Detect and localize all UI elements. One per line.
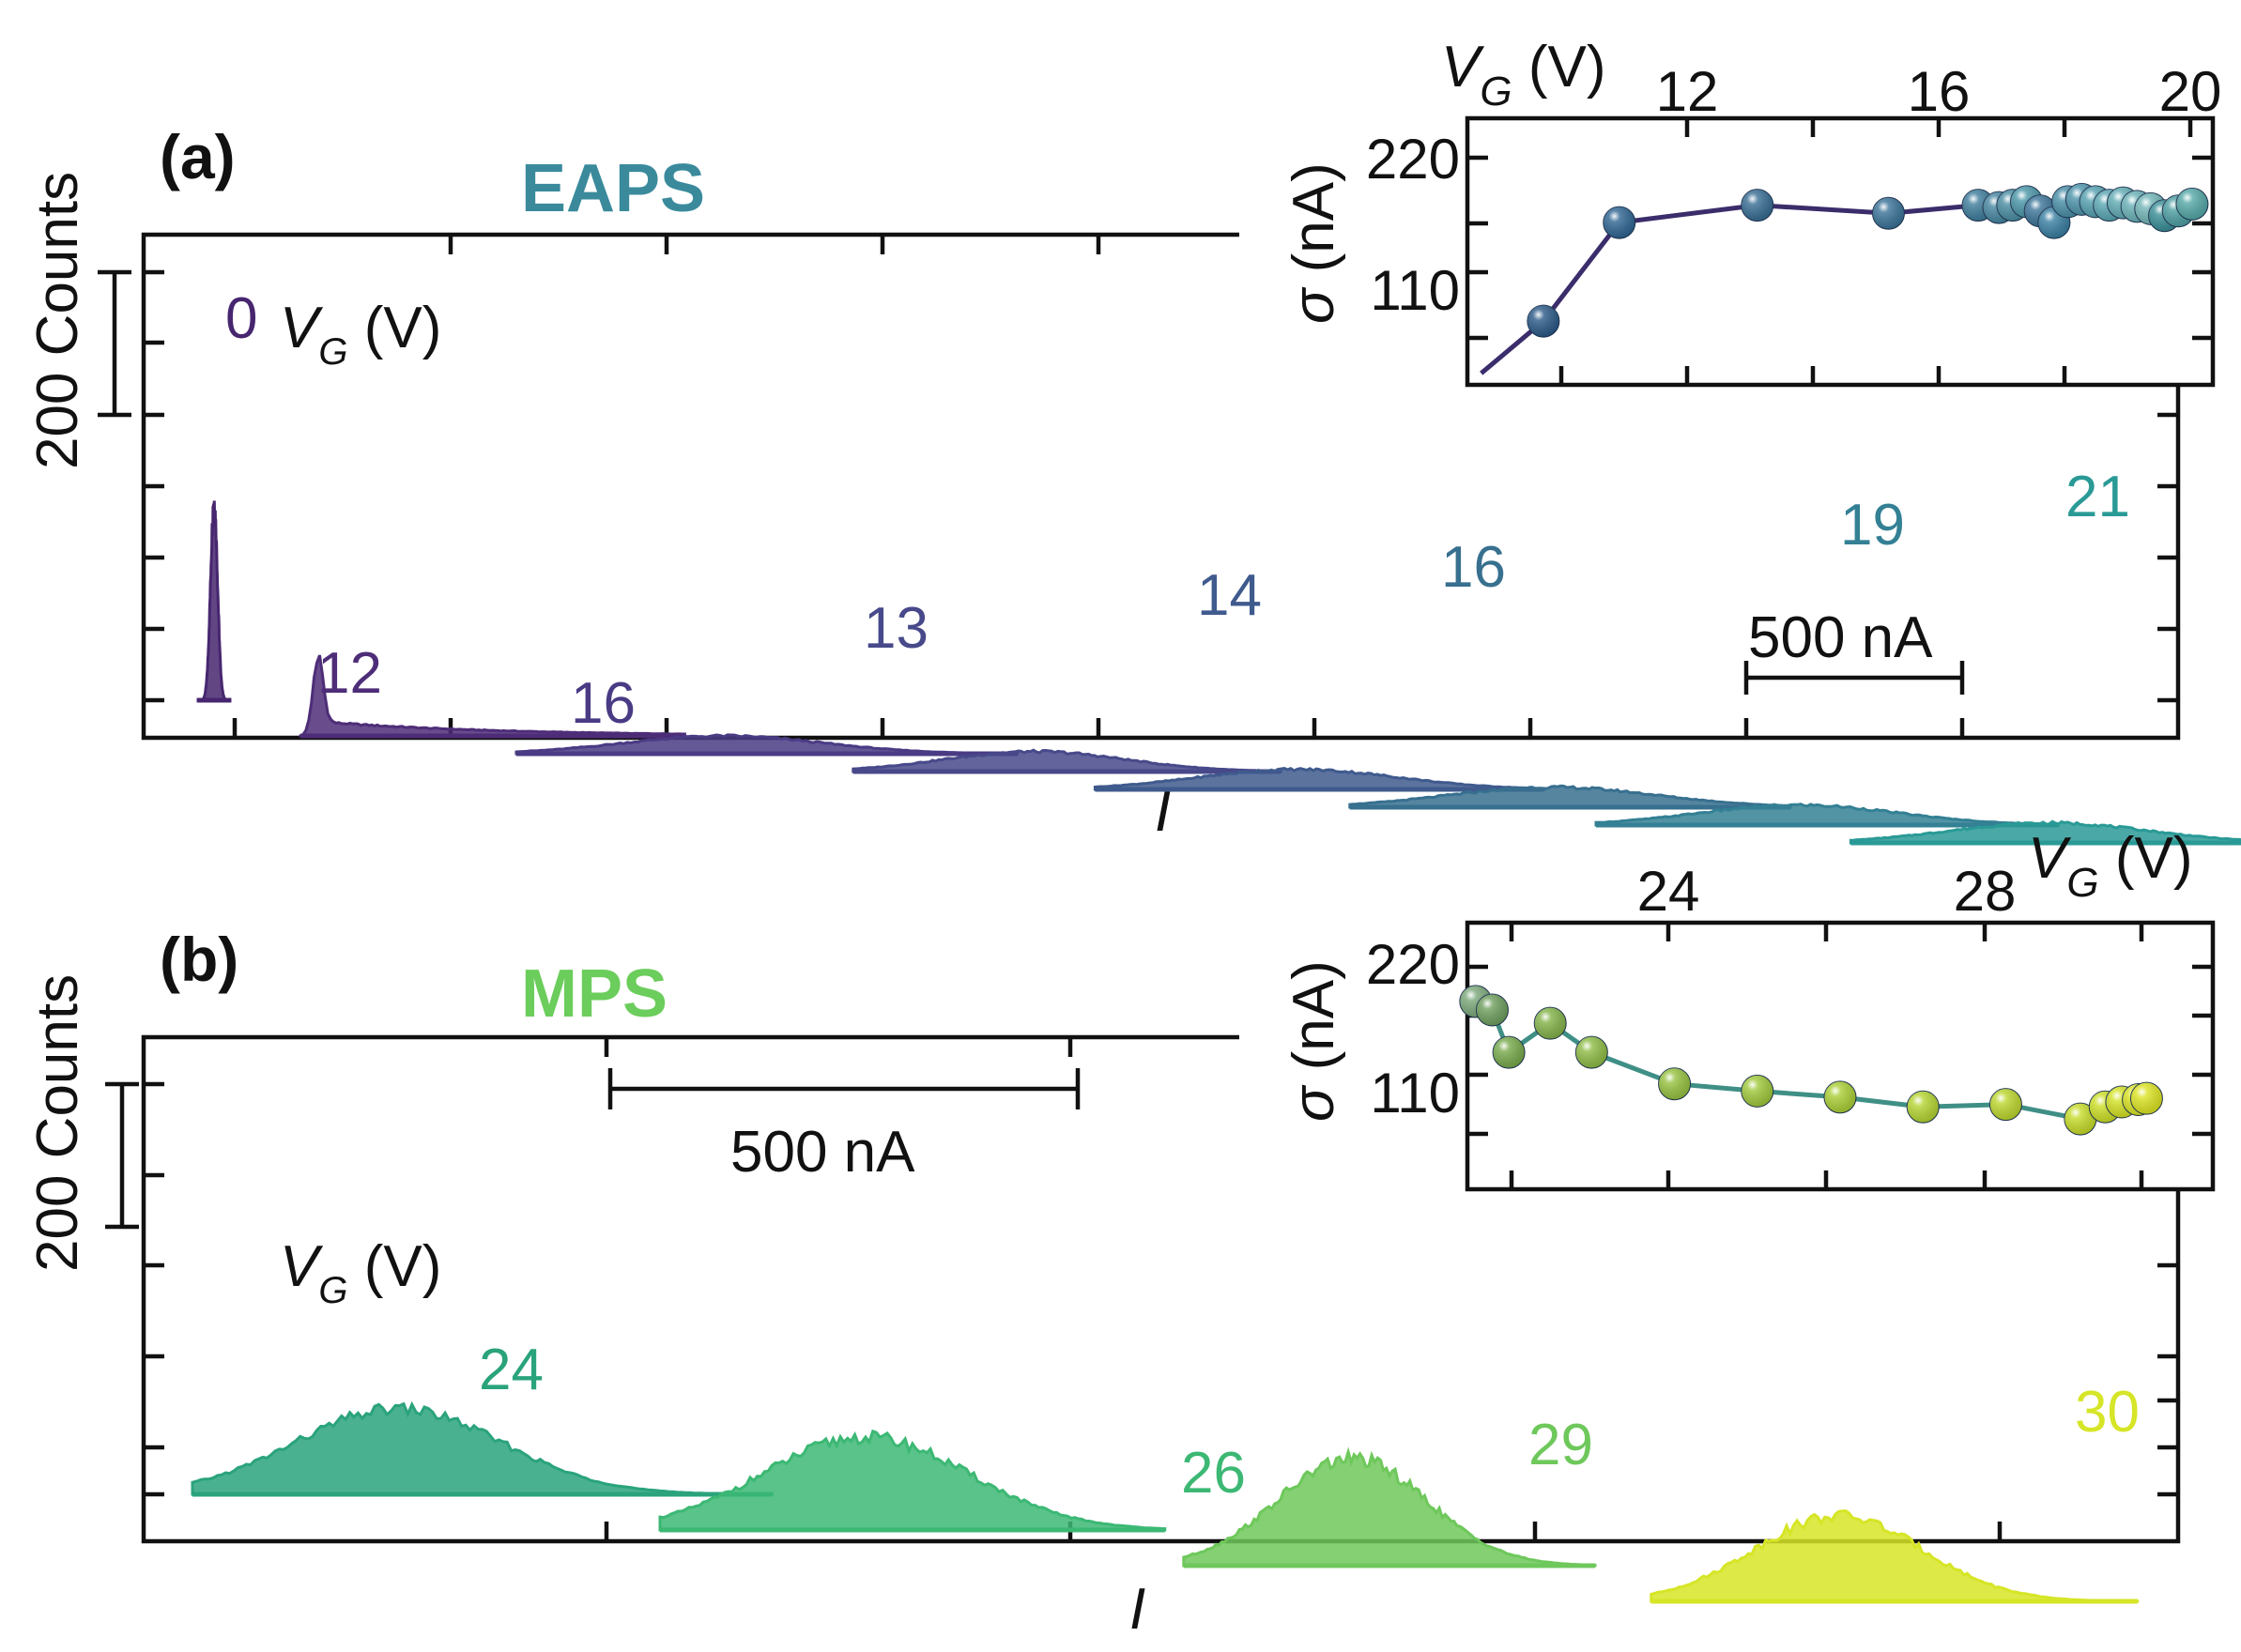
- inset-point-shine: [1741, 189, 1773, 222]
- panel-a-frame: [141, 232, 2181, 741]
- panel-a-ylabel: 200 Counts: [25, 172, 90, 469]
- histogram-19: [1594, 803, 2060, 827]
- panel-b: (b) MPS 200 Counts 500 nA I VG (V): [25, 925, 2181, 1642]
- inset-point-shine: [1658, 1067, 1691, 1100]
- panel-a-title: EAPS: [521, 151, 705, 226]
- panel-b-scalebar-label: 500 nA: [730, 1120, 915, 1185]
- inset-point-shine: [1527, 305, 1559, 338]
- inset-point-shine: [1493, 1036, 1526, 1069]
- panel-b-inset-xlabel: VG (V): [2028, 826, 2192, 906]
- panel-b-label: (b): [160, 925, 238, 994]
- histogram-21: [1849, 819, 2241, 845]
- panel-a-inset-plot: [1480, 182, 2209, 375]
- inset-xtick-label: 12: [1656, 60, 1719, 123]
- series-label-16: 16: [1441, 535, 1506, 600]
- panel-b-frame: [141, 1034, 2181, 1544]
- panel-a-legend: VG (V): [280, 296, 441, 373]
- series-label-0: 0: [225, 286, 257, 351]
- series-label-21: 21: [2065, 465, 2130, 529]
- panel-a-inset-frame: [1465, 115, 2216, 388]
- inset-point-shine: [1872, 197, 1905, 230]
- inset-point-shine: [1603, 206, 1635, 239]
- inset-xtick-label: 24: [1637, 860, 1700, 923]
- series-label-12: 12: [317, 641, 382, 706]
- panel-a-inset-xlabel: VG (V): [1441, 35, 1605, 115]
- inset-point-shine: [2064, 1103, 2096, 1136]
- inset-ytick-label: 110: [1370, 1062, 1460, 1124]
- inset-point-shine: [1824, 1080, 1856, 1113]
- panel-b-title: MPS: [521, 956, 668, 1032]
- inset-ytick-label: 220: [1366, 128, 1460, 191]
- panel-b-ylabel: 200 Counts: [25, 974, 90, 1272]
- panel-b-inset: 24 28 110 220 VG (V) σ (nA): [1282, 826, 2216, 1192]
- inset-point-shine: [1534, 1007, 1567, 1040]
- inset-xtick-label: 16: [1908, 60, 1971, 123]
- inset-xtick-label: 20: [2159, 60, 2222, 123]
- inset-point-shine: [1476, 993, 1509, 1026]
- panel-a-scalebar-label: 500 nA: [1748, 605, 1933, 670]
- histogram-29: [1182, 1446, 1597, 1568]
- panel-a-inset-ylabel: σ (nA): [1282, 162, 1346, 324]
- panel-b-inset-ylabel: σ (nA): [1282, 960, 1346, 1122]
- inset-point-shine: [1741, 1075, 1773, 1108]
- panel-a-current-scalebar: [1743, 661, 1965, 695]
- panel-a: (a) EAPS 200 Counts: [25, 122, 2241, 846]
- panel-a-label: (a): [160, 122, 236, 191]
- series-label-26: 26: [1181, 1441, 1246, 1506]
- series-label-13: 13: [864, 596, 929, 661]
- inset-ytick-label: 220: [1366, 933, 1460, 996]
- series-label-14: 14: [1197, 563, 1262, 628]
- histogram-14: [1093, 767, 1546, 791]
- series-label-19: 19: [1840, 493, 1905, 558]
- panel-a-inset: 12 16 20 110 220 VG (V) σ (nA): [1282, 35, 2221, 388]
- panel-a-count-scalebar: [98, 269, 131, 418]
- inset-ytick-label: 110: [1370, 259, 1460, 322]
- panel-b-inset-ticklabels: 24 28 110 220: [1366, 860, 2016, 1124]
- histogram-24: [191, 1400, 774, 1496]
- histogram-30: [1650, 1509, 2140, 1603]
- inset-point-shine: [1907, 1091, 1940, 1124]
- series-label-16: 16: [571, 671, 636, 736]
- panel-b-inset-plot: [1459, 985, 2163, 1136]
- panel-b-histograms: 24 26 29 30: [191, 1338, 2140, 1604]
- inset-point-shine: [2175, 188, 2208, 221]
- panel-b-legend: VG (V): [280, 1234, 441, 1311]
- histogram-16: [1348, 784, 1792, 809]
- inset-line: [1480, 196, 2194, 375]
- panel-a-ticks: [144, 235, 2178, 738]
- histogram-0: [196, 500, 232, 702]
- inset-xtick-label: 28: [1954, 860, 2017, 923]
- series-label-24: 24: [479, 1338, 544, 1402]
- panel-a-inset-ticks: [1467, 118, 2213, 385]
- panel-a-inset-ticklabels: 12 16 20 110 220: [1366, 60, 2221, 322]
- series-label-30: 30: [2075, 1380, 2140, 1445]
- histogram-12: [299, 654, 686, 738]
- panel-a-histograms: 0 12 16 13 14 16 19 21: [196, 286, 2241, 846]
- panel-b-count-scalebar: [105, 1081, 139, 1230]
- inset-point-shine: [2130, 1082, 2163, 1115]
- histogram-26: [658, 1429, 1167, 1532]
- panel-b-xlabel: I: [1129, 1577, 1145, 1642]
- inset-line: [1474, 999, 2147, 1122]
- series-label-29: 29: [1528, 1413, 1593, 1477]
- panel-b-inset-frame: [1465, 920, 2216, 1192]
- panel-b-current-scalebar: [607, 1068, 1081, 1109]
- inset-point-shine: [1575, 1036, 1608, 1069]
- panel-a-xlabel: I: [1155, 779, 1171, 844]
- inset-point-shine: [1989, 1088, 2022, 1121]
- histogram-13: [852, 748, 1282, 773]
